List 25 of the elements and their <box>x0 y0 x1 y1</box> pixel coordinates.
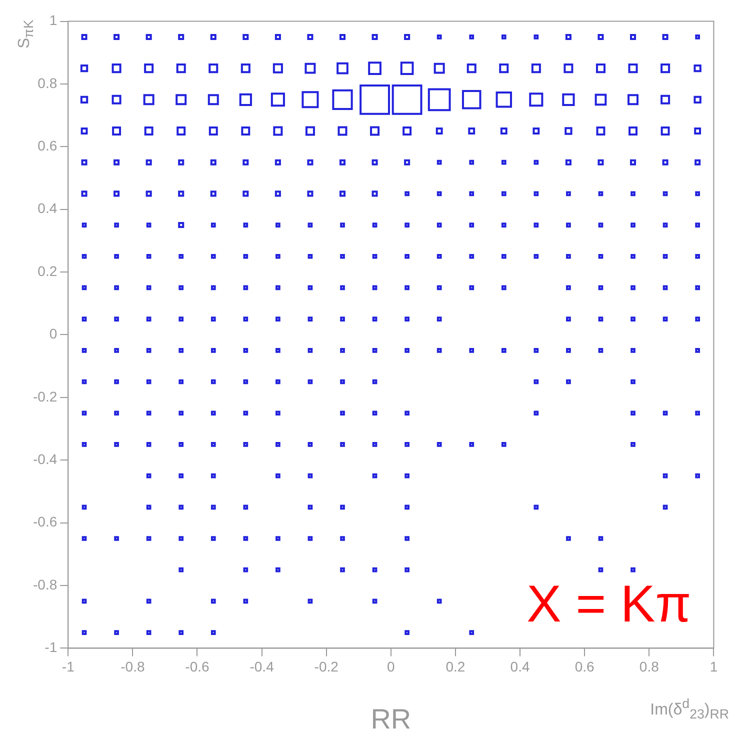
x-tick-label: 0.2 <box>446 658 466 674</box>
x-tick-label: 0.8 <box>639 658 660 674</box>
x-tick-label: 0 <box>387 658 396 674</box>
text: RR <box>370 704 412 735</box>
y-tick-label: 0 <box>49 326 58 342</box>
y-tick-label: -1 <box>44 639 58 656</box>
y-tick-label: 0.8 <box>38 74 58 91</box>
y-tick-label: -0.6 <box>33 514 58 530</box>
x-tick-label: -0.6 <box>185 658 210 674</box>
y-tick-label: -0.8 <box>33 576 58 592</box>
annotation: X = Kπ <box>526 576 692 634</box>
x-tick-label: -0.8 <box>120 658 145 674</box>
y-tick-label: 0.6 <box>38 138 58 154</box>
y-tick-label: 0.4 <box>38 200 58 216</box>
y-tick-label: -0.2 <box>33 388 58 404</box>
x-tick-label: -0.2 <box>314 658 339 674</box>
y-tick-label: -0.4 <box>33 450 58 467</box>
x-tick-label: -1 <box>62 658 75 674</box>
x-tick-label: -0.4 <box>250 658 274 674</box>
x-tick-label: 1 <box>710 658 718 674</box>
y-tick-label: 0.2 <box>38 262 58 279</box>
x-axis-title: Im(δ$^{d}$$_{23}$)$_{RR}$ <box>650 696 729 722</box>
y-tick-label: 1 <box>49 12 58 28</box>
x-tick-label: 0.6 <box>574 658 595 674</box>
x-tick-label: 0.4 <box>510 658 530 674</box>
